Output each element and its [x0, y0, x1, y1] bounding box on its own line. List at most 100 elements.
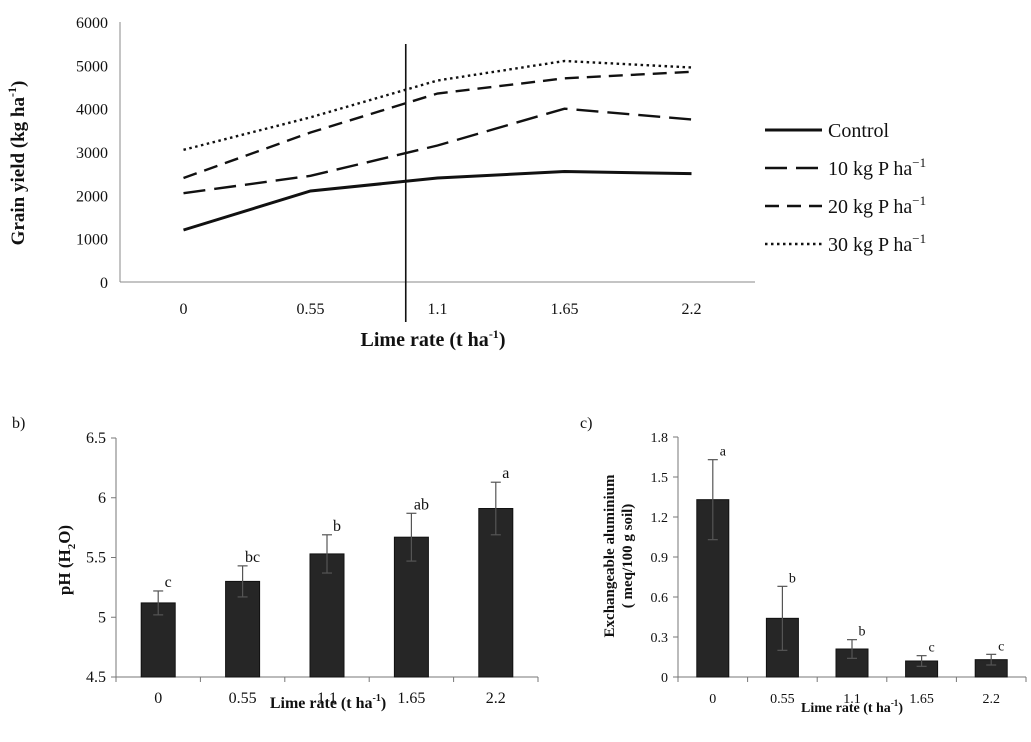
y-tick-label: 1.5	[651, 471, 669, 486]
significance-letter: bc	[245, 549, 260, 566]
aluminium-panel-label: c)	[580, 415, 592, 432]
legend-entry-name: 30 kg P ha	[828, 234, 912, 256]
aluminium-chart-x-title-end: )	[898, 701, 903, 716]
line-chart-series	[183, 59, 692, 232]
aluminium-chart-x-title-main: Lime rate (t ha	[801, 701, 891, 716]
y-tick-label: 0.9	[651, 551, 669, 566]
aluminium-bar-chart: c) 0 0.3 0.6 0.9 1.2 1.5 1.8 0 0.55 1.1 1.65 2.2 a…	[580, 415, 1027, 716]
line-chart-x-ticks: 0 0.55 1.1 1.65 2.2	[180, 301, 702, 318]
series-line	[183, 59, 692, 151]
x-tick-label: 0.55	[770, 692, 795, 707]
y-tick-label: 2000	[76, 188, 108, 205]
legend-entry: 10 kg P ha−1	[828, 155, 926, 180]
y-tick-label: 4000	[76, 102, 108, 119]
legend-entry-name: 10 kg P ha	[828, 158, 912, 180]
series-line	[183, 169, 692, 232]
ph-chart-y-axis-title: pH (H2O)	[55, 525, 78, 595]
ph-chart-x-ticks: 0 0.55 1.1 1.65 2.2	[154, 690, 506, 707]
significance-letter: c	[928, 641, 934, 656]
y-tick-label: 5000	[76, 58, 108, 75]
y-tick-label: 0	[661, 671, 668, 686]
x-tick-label: 1.1	[317, 690, 337, 707]
significance-letter: b	[789, 571, 796, 586]
significance-letter: ab	[414, 496, 429, 513]
x-tick-label: 2.2	[982, 692, 1000, 707]
ph-chart-y-title-end: O)	[55, 525, 74, 544]
legend-entry-name: Control	[828, 120, 890, 142]
line-chart-y-ticks: 0 1000 2000 3000 4000 5000 6000	[76, 15, 108, 292]
line-chart-y-axis-title: Grain yield (kg ha-1)	[5, 81, 29, 246]
y-tick-label: 1.2	[651, 511, 669, 526]
aluminium-chart-x-ticks: 0 0.55 1.1 1.65 2.2	[709, 692, 1000, 707]
legend-entry: Control	[828, 120, 890, 142]
line-chart-x-title-end: )	[499, 329, 506, 351]
ph-chart-x-title-end: )	[381, 695, 386, 712]
legend-entry-sup: −1	[912, 231, 926, 246]
x-tick-label: 0.55	[229, 690, 257, 707]
x-tick-label: 0	[180, 301, 188, 318]
significance-letter: b	[859, 625, 866, 640]
ph-chart-x-title-main: Lime rate (t ha	[270, 695, 373, 712]
x-tick-label: 1.65	[551, 301, 579, 318]
line-chart-x-axis-title: Lime rate (t ha-1)	[361, 327, 506, 351]
ph-chart-y-ticks: 4.5 5 5.5 6 6.5	[86, 430, 116, 686]
line-chart-x-title-main: Lime rate (t ha	[361, 329, 489, 351]
x-tick-label: 1.1	[428, 301, 448, 318]
aluminium-chart-x-axis-title: Lime rate (t ha-1)	[801, 698, 903, 716]
y-tick-label: 4.5	[86, 669, 106, 686]
y-tick-label: 5.5	[86, 550, 106, 567]
y-tick-label: 3000	[76, 145, 108, 162]
ph-panel-label: b)	[12, 415, 25, 432]
grain-yield-line-chart: 0 1000 2000 3000 4000 5000 6000 0 0.55 1.1 1.65 2.…	[5, 15, 926, 351]
significance-letter: c	[165, 574, 172, 591]
bar	[309, 553, 345, 678]
line-chart-x-title-sup: -1	[489, 327, 499, 341]
aluminium-chart-y-ticks: 0 0.3 0.6 0.9 1.2 1.5 1.8	[651, 431, 678, 686]
ph-chart-y-title-sub: 2	[66, 543, 78, 549]
significance-letter: b	[333, 518, 341, 535]
legend-entry-name: 20 kg P ha	[828, 196, 912, 218]
x-tick-label: 1.65	[909, 692, 934, 707]
legend-entry-sup: −1	[912, 193, 926, 208]
x-tick-label: 1.65	[397, 690, 425, 707]
legend-entry: 30 kg P ha−1	[828, 231, 926, 256]
y-tick-label: 6.5	[86, 430, 106, 447]
line-chart-axes	[119, 22, 755, 283]
ph-chart-x-title-sup: -1	[372, 693, 380, 704]
x-tick-label: 2.2	[486, 690, 506, 707]
y-tick-label: 0	[100, 275, 108, 292]
y-tick-label: 5	[98, 609, 106, 626]
series-line	[183, 107, 692, 195]
line-chart-y-title-end: )	[8, 81, 29, 87]
significance-letter: c	[998, 639, 1004, 654]
bar	[478, 508, 514, 678]
y-tick-label: 0.3	[651, 631, 669, 646]
x-tick-label: 0	[709, 692, 716, 707]
ph-chart-y-title-main: pH (H	[55, 549, 74, 595]
ph-bar-chart: b) 4.5 5 5.5 6 6.5 0 0.55 1.1 1.65 2.2 c bc b ab a L…	[12, 415, 539, 712]
x-tick-label: 2.2	[682, 301, 702, 318]
ph-chart-bars: c bc b ab a	[140, 465, 514, 678]
line-chart-y-title-sup: -1	[5, 87, 19, 97]
significance-letter: a	[502, 465, 509, 482]
ph-chart-x-axis-title: Lime rate (t ha-1)	[270, 693, 386, 712]
x-tick-label: 1.1	[843, 692, 861, 707]
legend-entry-sup: −1	[912, 155, 926, 170]
aluminium-chart-y-axis-title-line2: ( meq/100 g soil)	[620, 504, 636, 609]
y-tick-label: 1000	[76, 232, 108, 249]
series-line	[183, 70, 692, 180]
aluminium-chart-x-title-sup: -1	[891, 698, 899, 708]
x-tick-label: 0	[154, 690, 162, 707]
y-tick-label: 0.6	[651, 591, 669, 606]
aluminium-chart-y-axis-title-line1: Exchangeable aluminium	[602, 474, 618, 637]
legend-entry: 20 kg P ha−1	[828, 193, 926, 218]
y-tick-label: 6	[98, 490, 106, 507]
y-tick-label: 1.8	[651, 431, 669, 446]
bar	[225, 580, 261, 678]
x-tick-label: 0.55	[297, 301, 325, 318]
y-tick-label: 6000	[76, 15, 108, 32]
significance-letter: a	[720, 445, 727, 460]
aluminium-chart-bars: a b b c c	[696, 445, 1008, 678]
